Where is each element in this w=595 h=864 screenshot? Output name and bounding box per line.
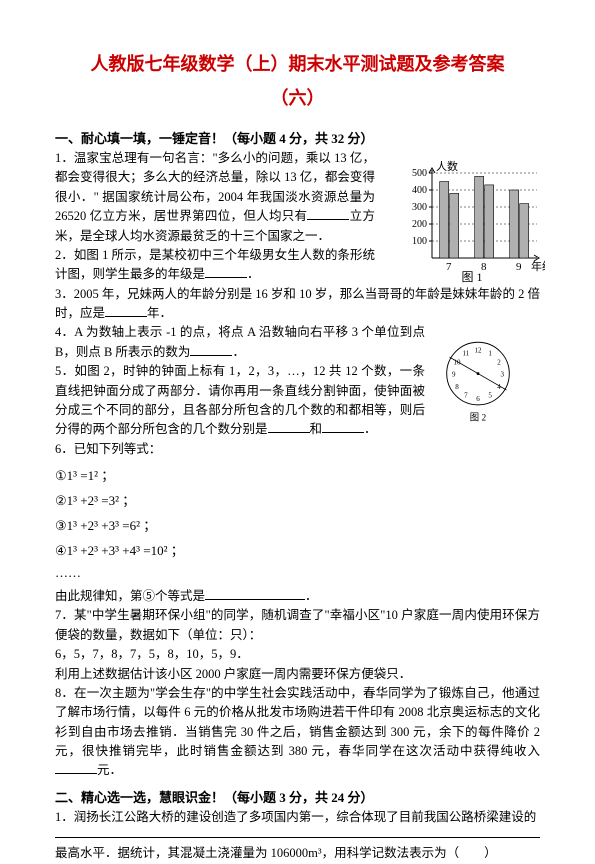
svg-text:100: 100 — [412, 236, 427, 247]
bar-chart: 人数100200300400500789年级图 1 — [400, 158, 545, 283]
svg-text:年级: 年级 — [531, 259, 545, 273]
eq-3: ③1³ +2³ +3³ =6² ； — [55, 515, 540, 534]
question-7-tail: 利用上述数据估计该小区 2000 户家庭一周内需要环保方便袋只． — [55, 665, 540, 684]
svg-text:500: 500 — [412, 168, 427, 179]
q2-blank — [205, 266, 247, 278]
s2-question-1a: 1．润扬长江公路大桥的建设创造了多项国内第一，综合体现了目前我国公路桥梁建设的 — [55, 808, 540, 827]
svg-text:200: 200 — [412, 219, 427, 230]
q2-tail: ． — [247, 267, 260, 281]
page-title: 人教版七年级数学（上）期末水平测试题及参考答案 — [55, 50, 540, 76]
question-5: 5．如图 2，时钟的钟面上标有 1，2，3，…，12 共 12 个数，一条直线把… — [55, 362, 425, 440]
question-2: 2．如图 1 所示，是某校初中三个年级男女生人数的条形统计图，则学生最多的年级是… — [55, 246, 375, 285]
question-7-data: 6，5，7，8，7，5，8，10，5，9． — [55, 645, 540, 664]
q1-blank — [307, 208, 349, 220]
q8-tail: 元． — [97, 763, 122, 777]
q8-text: 8．在一次主题为"学会生存"的中学生社会实践活动中，春华同学为了锻炼自己，他通过… — [55, 686, 540, 758]
svg-text:7: 7 — [464, 392, 468, 400]
question-6-head: 6．已知下列等式： — [55, 440, 540, 459]
eq-4: ④1³ +2³ +3³ +4³ =10² ； — [55, 540, 540, 559]
svg-text:7: 7 — [446, 261, 452, 273]
svg-text:5: 5 — [488, 392, 492, 400]
svg-text:9: 9 — [516, 261, 522, 273]
svg-text:300: 300 — [412, 202, 427, 213]
eq-2: ②1³ +2³ =3² ； — [55, 490, 540, 509]
svg-text:人数: 人数 — [436, 160, 458, 173]
q4-blank — [190, 344, 232, 356]
svg-text:400: 400 — [412, 185, 427, 196]
question-4: 4．A 为数轴上表示 -1 的点，将点 A 沿数轴向右平移 3 个单位到点 B，… — [55, 323, 425, 362]
question-1: 1．温家宝总理有一句名言："多么小的问题，乘以 13 亿，都会变得很大；多么大的… — [55, 149, 375, 246]
eq-dots: …… — [55, 565, 540, 581]
q3-tail: 年． — [147, 306, 172, 320]
svg-text:图 2: 图 2 — [470, 413, 487, 424]
svg-text:9: 9 — [452, 371, 456, 379]
svg-text:8: 8 — [455, 383, 459, 391]
question-7: 7．某"中学生暑期环保小组"的同学，随机调查了"幸福小区"10 户家庭一周内使用… — [55, 606, 540, 645]
eq-blank — [205, 588, 305, 600]
q5-tail: ． — [364, 422, 377, 436]
eq-tail-text: 由此规律知，第⑤个等式是 — [55, 589, 205, 603]
q5-mid: 和 — [310, 422, 323, 436]
eq-tail2: ． — [305, 589, 318, 603]
q5-blank2 — [322, 421, 364, 433]
svg-text:11: 11 — [462, 350, 469, 358]
question-3: 3．2005 年，兄妹两人的年龄分别是 16 岁和 10 岁，那么当哥哥的年龄是… — [55, 285, 540, 324]
divider — [55, 837, 540, 838]
section-2-head: 二、精心选一选，慧眼识金！（每小题 3 分，共 24 分） — [55, 787, 540, 806]
clock-diagram: 121234567891011图 2 — [433, 336, 523, 426]
svg-text:1: 1 — [488, 350, 492, 358]
eq-tail: 由此规律知，第⑤个等式是 ． — [55, 587, 540, 606]
q3-blank — [105, 305, 147, 317]
page-subtitle: （六） — [55, 84, 540, 110]
svg-text:6: 6 — [476, 395, 480, 403]
svg-text:12: 12 — [474, 346, 482, 354]
question-8: 8．在一次主题为"学会生存"的中学生社会实践活动中，春华同学为了锻炼自己，他通过… — [55, 684, 540, 781]
q8-blank — [55, 762, 97, 774]
svg-text:图 1: 图 1 — [461, 270, 482, 283]
section-1-head: 一、耐心填一填，一锤定音！（每小题 4 分，共 32 分） — [55, 128, 540, 147]
eq-1: ①1³ =1² ； — [55, 465, 540, 484]
svg-text:2: 2 — [497, 359, 501, 367]
svg-text:3: 3 — [501, 371, 505, 379]
s2-question-1b: 最高水平．据统计，其混凝土浇灌量为 106000m³，用科学记数法表示为（ ） — [55, 844, 540, 863]
q5-blank1 — [268, 421, 310, 433]
q4-tail: ． — [232, 345, 245, 359]
